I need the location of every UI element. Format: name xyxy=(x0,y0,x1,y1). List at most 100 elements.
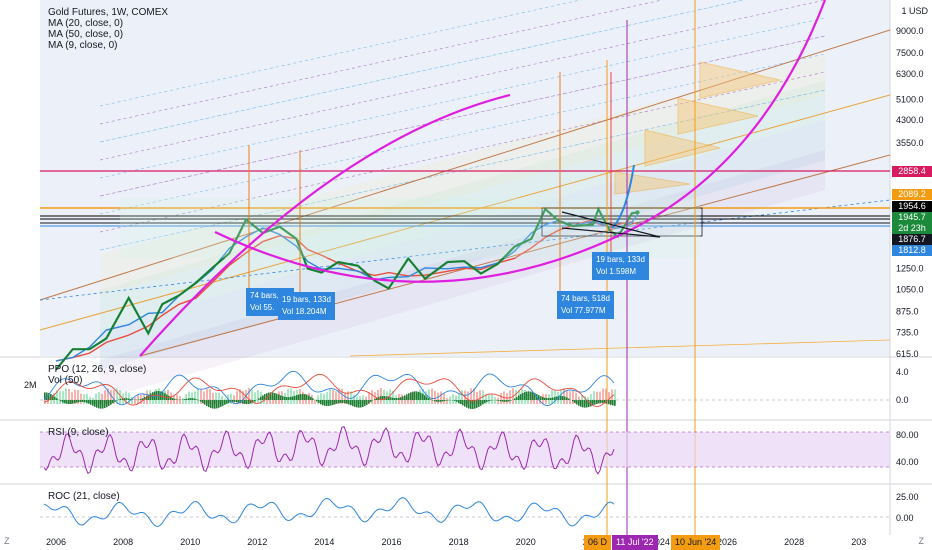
ppo-hist-bar xyxy=(90,400,92,405)
volume-bar xyxy=(77,389,79,404)
volume-bar xyxy=(56,390,58,404)
ppo-hist-bar xyxy=(336,400,338,404)
vol-legend: Vol (50) xyxy=(48,375,83,386)
volume-bar xyxy=(596,391,598,404)
ppo-hist-bar xyxy=(96,400,98,408)
ppo-hist-bar xyxy=(514,398,516,400)
ppo-hist-bar xyxy=(206,400,208,406)
ppo-hist-bar xyxy=(300,394,302,400)
ppo-hist-bar xyxy=(64,400,66,404)
volume-bar xyxy=(446,398,448,404)
pennant-bottom xyxy=(561,227,661,238)
ppo-hist-bar xyxy=(560,395,562,400)
ppo-hist-bar xyxy=(558,396,560,400)
ppo-hist-bar xyxy=(272,392,274,400)
ppo-hist-bar xyxy=(456,400,458,402)
volume-bar xyxy=(182,398,184,404)
volume-bar xyxy=(563,388,565,404)
ppo-hist-bar xyxy=(282,396,284,400)
ppo-hist-bar xyxy=(214,400,216,409)
pennant-top xyxy=(561,211,661,238)
ppo-hist-bar xyxy=(196,399,198,400)
volume-bar xyxy=(554,389,556,404)
ppo-hist-bar xyxy=(318,400,320,403)
ppo-hist-bar xyxy=(414,391,416,400)
sub-tick-1-0: 4.0 xyxy=(896,367,909,377)
volume-bar xyxy=(110,390,112,404)
chart-title: Gold Futures, 1W, COMEX xyxy=(48,7,169,18)
price-candles-hint xyxy=(55,208,638,370)
ppo-hist-bar xyxy=(598,400,600,404)
ppo-hist-bar xyxy=(188,398,190,400)
ppo-hist-bar xyxy=(92,400,94,406)
date-tag-10jun24: 10 Jun '24 xyxy=(671,535,721,550)
volume-bar xyxy=(287,389,289,404)
zoom-icon-right[interactable]: Z xyxy=(918,536,925,546)
price-tick-8: 6300.0 xyxy=(896,69,924,79)
volume-bar xyxy=(125,391,127,404)
ppo-signal xyxy=(43,373,615,407)
ppo-hist-bar xyxy=(310,396,312,400)
volume-bar xyxy=(212,392,214,404)
ppo-hist-bar xyxy=(232,400,234,402)
ppo-hist-bar xyxy=(44,392,46,400)
ppo-hist-bar xyxy=(370,400,372,402)
volume-bar xyxy=(380,388,382,404)
ppo-hist-bar xyxy=(288,397,290,400)
ppo-hist-bar xyxy=(484,400,486,404)
ppo-hist-bar xyxy=(382,395,384,400)
ppo-hist-bar xyxy=(124,398,126,400)
ppo-hist-bar xyxy=(154,391,156,400)
price-tick-9: 7500.0 xyxy=(896,48,924,58)
roc-line xyxy=(43,497,615,528)
volume-bar xyxy=(344,392,346,404)
ppo-hist-bar xyxy=(488,400,490,402)
price-panel-bg xyxy=(40,0,890,356)
ppo-hist-bar xyxy=(212,400,214,409)
volume-bar xyxy=(107,388,109,404)
time-tick-203: 203 xyxy=(851,537,866,547)
volume-bar xyxy=(485,393,487,404)
ppo-hist-bar xyxy=(140,398,142,400)
volume-bar xyxy=(236,391,238,404)
zoom-icon-left[interactable]: Z xyxy=(4,536,10,546)
ppo-hist-bar xyxy=(248,400,250,404)
ppo-hist-bar xyxy=(172,398,174,400)
volume-bar xyxy=(188,391,190,404)
vol-scale-label: 2M xyxy=(24,380,37,390)
ppo-hist-bar xyxy=(552,397,554,400)
ppo-hist-bar xyxy=(436,400,438,402)
ppo-hist-bar xyxy=(246,400,248,405)
price-tick-3: 1050.0 xyxy=(896,285,924,295)
volume-bar xyxy=(431,388,433,404)
ppo-hist-bar xyxy=(588,400,590,408)
volume-bar xyxy=(443,393,445,404)
ppo-hist-bar xyxy=(600,400,602,403)
volume-bar xyxy=(314,399,316,404)
volume-bar xyxy=(476,392,478,404)
channel-line-5 xyxy=(99,0,826,161)
ppo-hist-bar xyxy=(498,400,500,401)
time-tick-2014: 2014 xyxy=(314,537,334,547)
ppo-hist-bar xyxy=(504,400,506,402)
ppo-hist-bar xyxy=(176,399,178,400)
ppo-hist-bar xyxy=(170,396,172,400)
time-tick-2010: 2010 xyxy=(180,537,200,547)
price-tick-10: 9000.0 xyxy=(896,26,924,36)
ppo-hist-bar xyxy=(278,394,280,400)
volume-bar xyxy=(131,397,133,404)
volume-bar xyxy=(605,388,607,404)
volume-bar xyxy=(404,398,406,404)
ppo-hist-bar xyxy=(350,400,352,406)
volume-bar xyxy=(374,391,376,404)
trendline-upper xyxy=(39,29,891,301)
volume-bar xyxy=(494,396,496,404)
ppo-hist-bar xyxy=(72,400,74,404)
roc-legend: ROC (21, close) xyxy=(48,491,120,502)
ppo-hist-bar xyxy=(556,396,558,400)
volume-bar xyxy=(461,389,463,404)
volume-bar xyxy=(290,388,292,404)
volume-bar xyxy=(320,392,322,404)
currency-label[interactable]: 1 USD xyxy=(901,6,928,16)
